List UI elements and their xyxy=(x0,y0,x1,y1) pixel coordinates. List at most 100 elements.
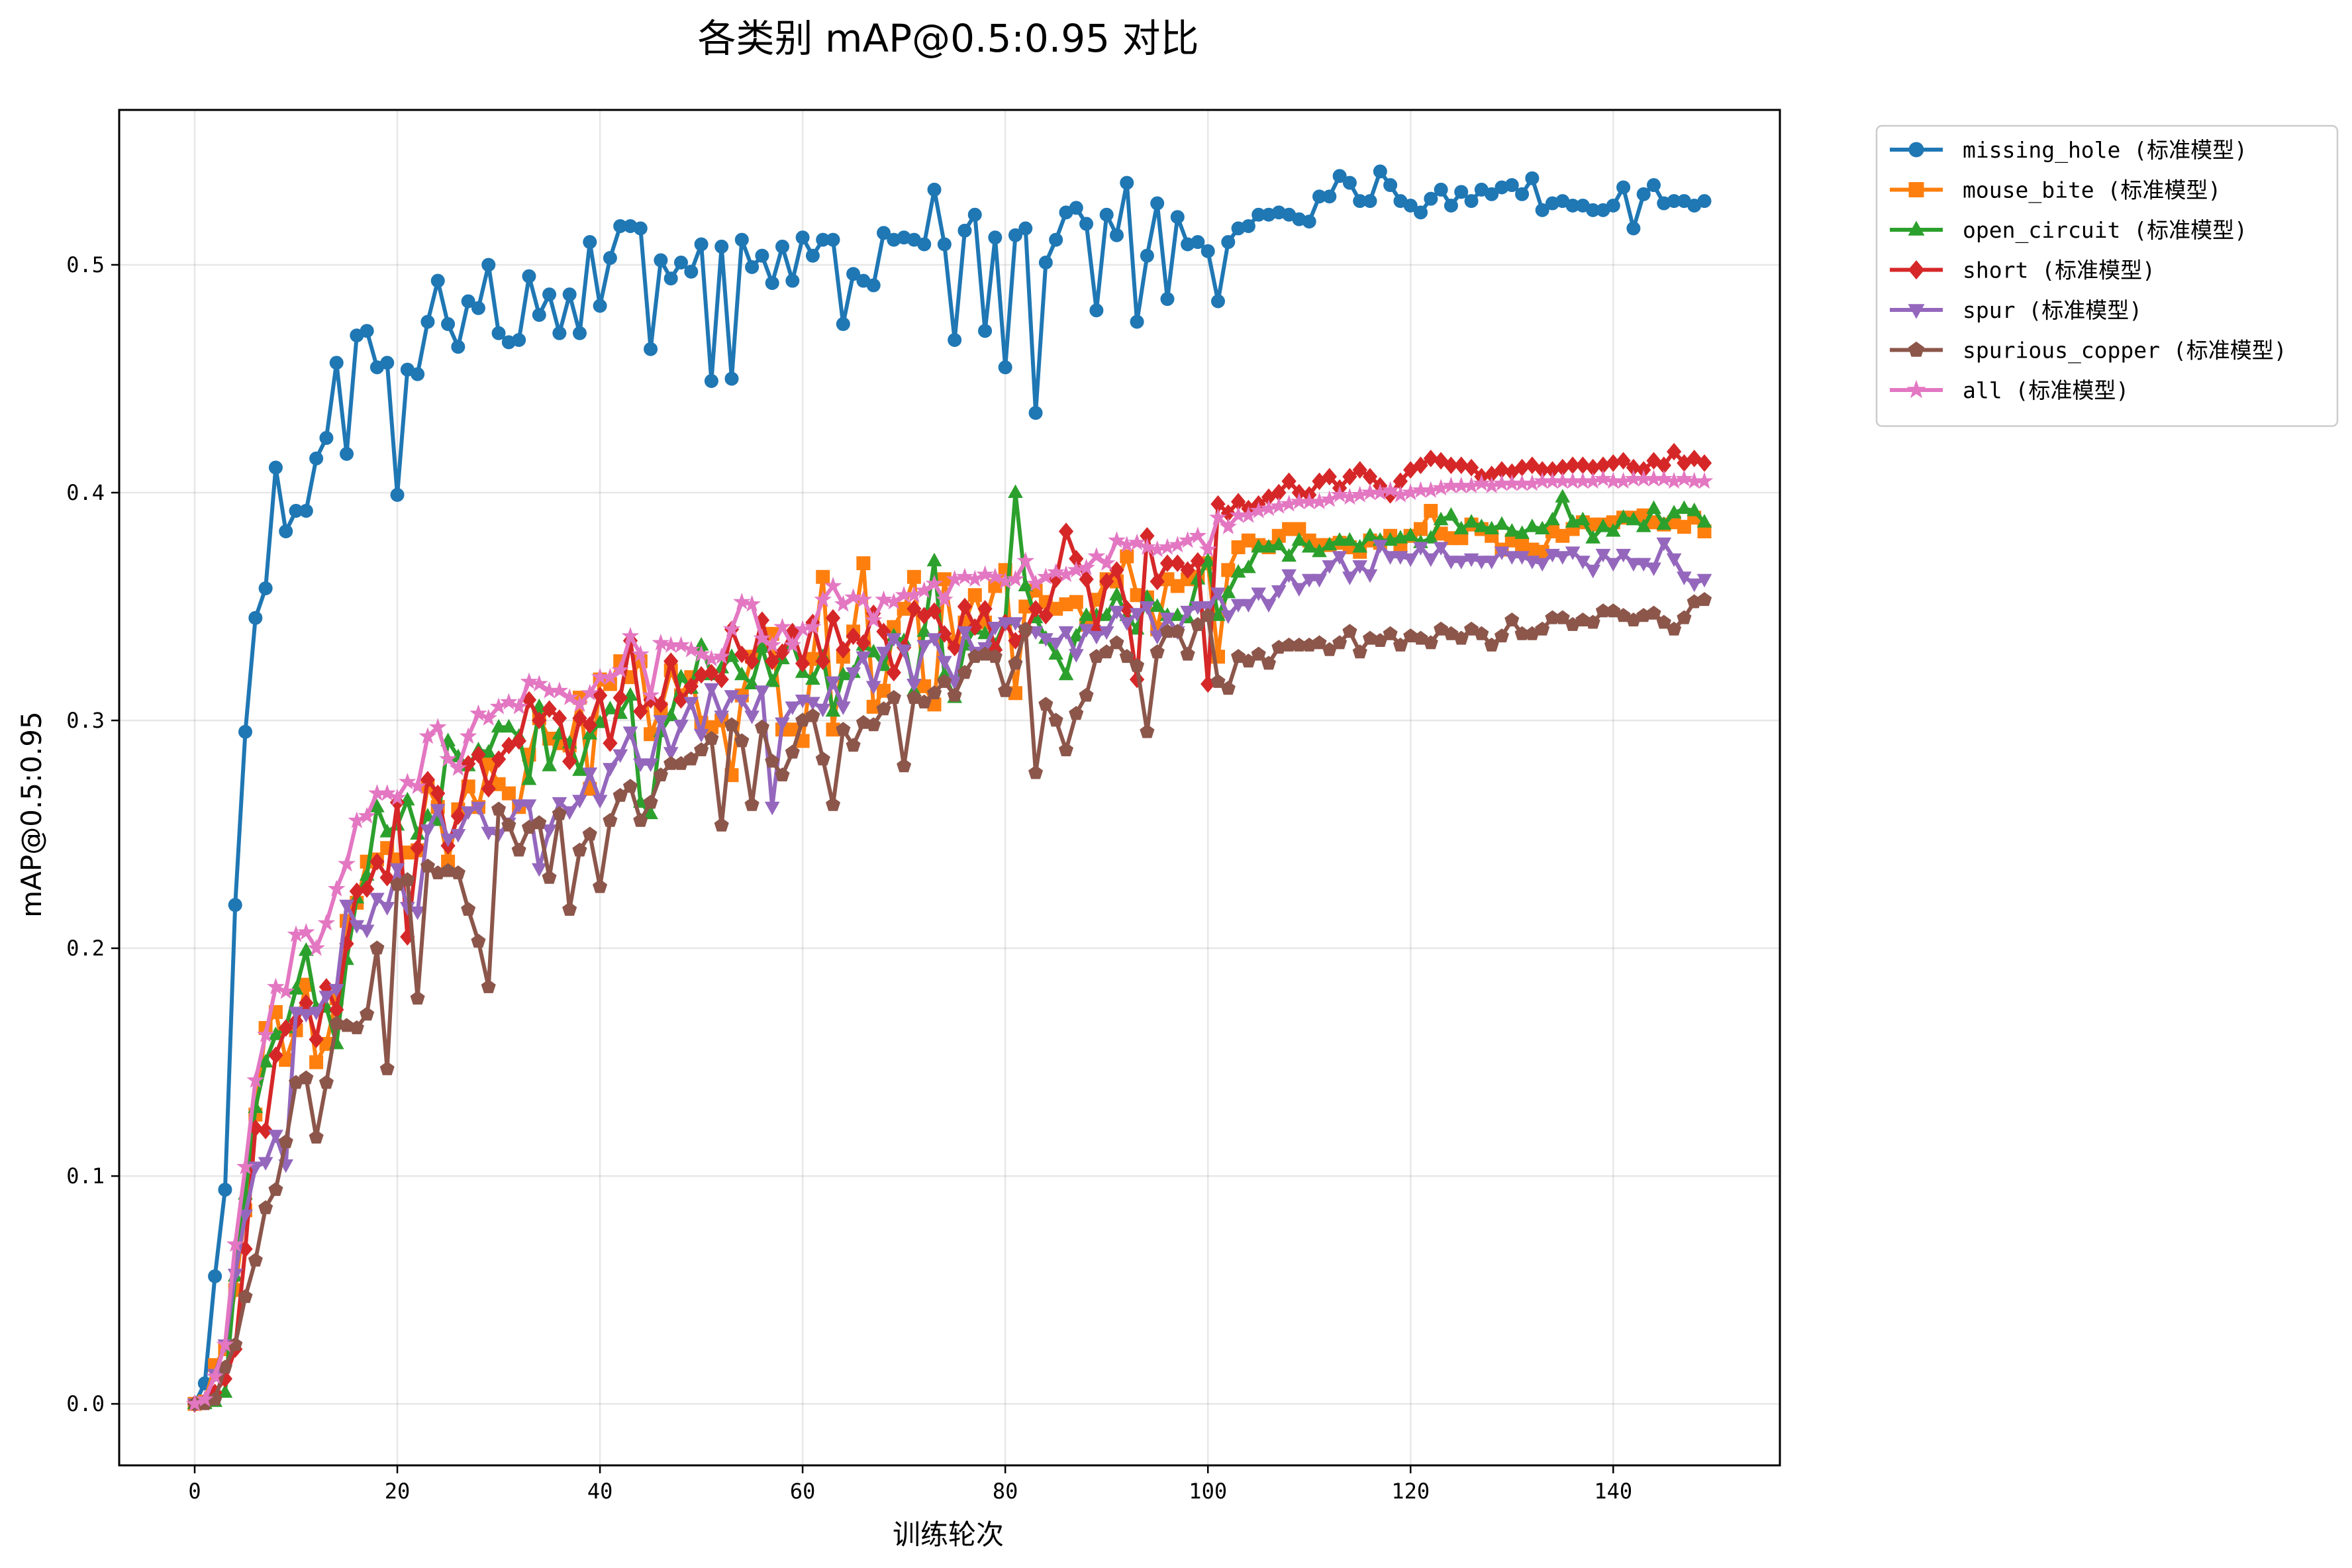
data-point xyxy=(238,724,253,739)
data-point xyxy=(692,645,710,662)
data-point xyxy=(1677,500,1692,514)
data-point xyxy=(479,709,498,726)
data-point xyxy=(1150,196,1165,211)
data-point xyxy=(926,552,942,567)
data-point xyxy=(977,625,993,640)
data-point xyxy=(916,640,932,654)
legend-item: short (标准模型) xyxy=(1890,258,2155,283)
data-point xyxy=(1109,605,1124,620)
data-point xyxy=(997,617,1013,631)
data-point xyxy=(714,817,729,832)
data-point xyxy=(1119,617,1135,631)
data-point xyxy=(1077,558,1095,575)
legend-marker xyxy=(1908,260,1925,280)
series-0 xyxy=(187,164,1712,1411)
data-point xyxy=(967,618,983,636)
data-point xyxy=(866,717,881,732)
data-point xyxy=(734,232,749,247)
data-point xyxy=(1089,630,1104,645)
data-point xyxy=(653,695,669,714)
data-point xyxy=(562,752,577,771)
data-point xyxy=(785,744,800,759)
data-point xyxy=(542,824,557,838)
data-point xyxy=(947,638,962,657)
data-point xyxy=(865,681,881,695)
data-point xyxy=(228,898,242,912)
data-point xyxy=(836,722,851,736)
data-point xyxy=(856,634,871,652)
legend-label: mouse_bite (标准模型) xyxy=(1963,177,2221,204)
data-point xyxy=(937,673,952,688)
data-point xyxy=(471,746,486,763)
data-point xyxy=(886,689,901,704)
data-point xyxy=(673,256,688,270)
data-point xyxy=(1128,533,1146,551)
data-point xyxy=(754,639,770,653)
data-point xyxy=(1494,546,1510,560)
data-point xyxy=(1423,553,1439,567)
data-point xyxy=(876,701,891,716)
data-point xyxy=(1089,303,1104,318)
data-point xyxy=(754,719,769,734)
data-point xyxy=(228,1337,243,1351)
data-point xyxy=(1322,467,1337,486)
data-point xyxy=(1018,621,1033,636)
data-point xyxy=(471,301,485,315)
legend-label: all (标准模型) xyxy=(1963,377,2129,403)
data-point xyxy=(390,487,405,502)
data-point xyxy=(489,697,508,714)
data-point xyxy=(206,1367,224,1385)
data-point xyxy=(511,842,526,857)
data-point xyxy=(339,899,354,914)
data-point xyxy=(957,223,972,238)
data-point xyxy=(1381,481,1399,498)
data-point xyxy=(299,503,313,518)
data-point xyxy=(298,942,314,956)
data-point xyxy=(550,681,569,699)
data-point xyxy=(1332,635,1348,650)
data-point xyxy=(1130,315,1144,329)
data-point xyxy=(987,622,1003,636)
data-point xyxy=(1057,565,1075,583)
data-point xyxy=(481,258,496,272)
data-point xyxy=(258,1054,273,1068)
data-point xyxy=(642,686,660,703)
data-point xyxy=(846,667,861,681)
data-point xyxy=(1230,599,1246,613)
data-point xyxy=(1140,724,1155,738)
data-point xyxy=(734,733,750,748)
data-point xyxy=(795,654,810,673)
data-point xyxy=(1616,548,1631,563)
data-point xyxy=(1342,467,1357,486)
data-point xyxy=(1210,587,1226,601)
data-point xyxy=(663,652,679,670)
data-point xyxy=(936,590,954,608)
data-point xyxy=(1068,649,1084,663)
legend-marker xyxy=(1908,304,1925,319)
data-point xyxy=(1048,638,1064,652)
data-point xyxy=(491,326,506,340)
legend-item: missing_hole (标准模型) xyxy=(1890,137,2247,164)
data-point xyxy=(1515,187,1530,201)
data-point xyxy=(1525,171,1540,185)
data-point xyxy=(1594,469,1612,487)
data-point xyxy=(856,651,871,665)
data-point xyxy=(1636,518,1651,532)
x-tick-label: 20 xyxy=(385,1479,411,1504)
data-point xyxy=(1140,601,1155,615)
data-point xyxy=(1159,612,1175,626)
data-point xyxy=(521,799,537,813)
data-point xyxy=(896,644,912,658)
data-point xyxy=(724,717,740,732)
data-point xyxy=(1352,560,1368,574)
data-point xyxy=(450,865,466,879)
data-point xyxy=(1190,601,1206,615)
data-point xyxy=(1402,553,1418,567)
data-point xyxy=(1271,585,1287,599)
data-point xyxy=(399,772,416,790)
data-point xyxy=(298,1008,314,1023)
data-point xyxy=(672,636,690,653)
data-point xyxy=(530,674,548,692)
data-point xyxy=(1038,697,1054,711)
